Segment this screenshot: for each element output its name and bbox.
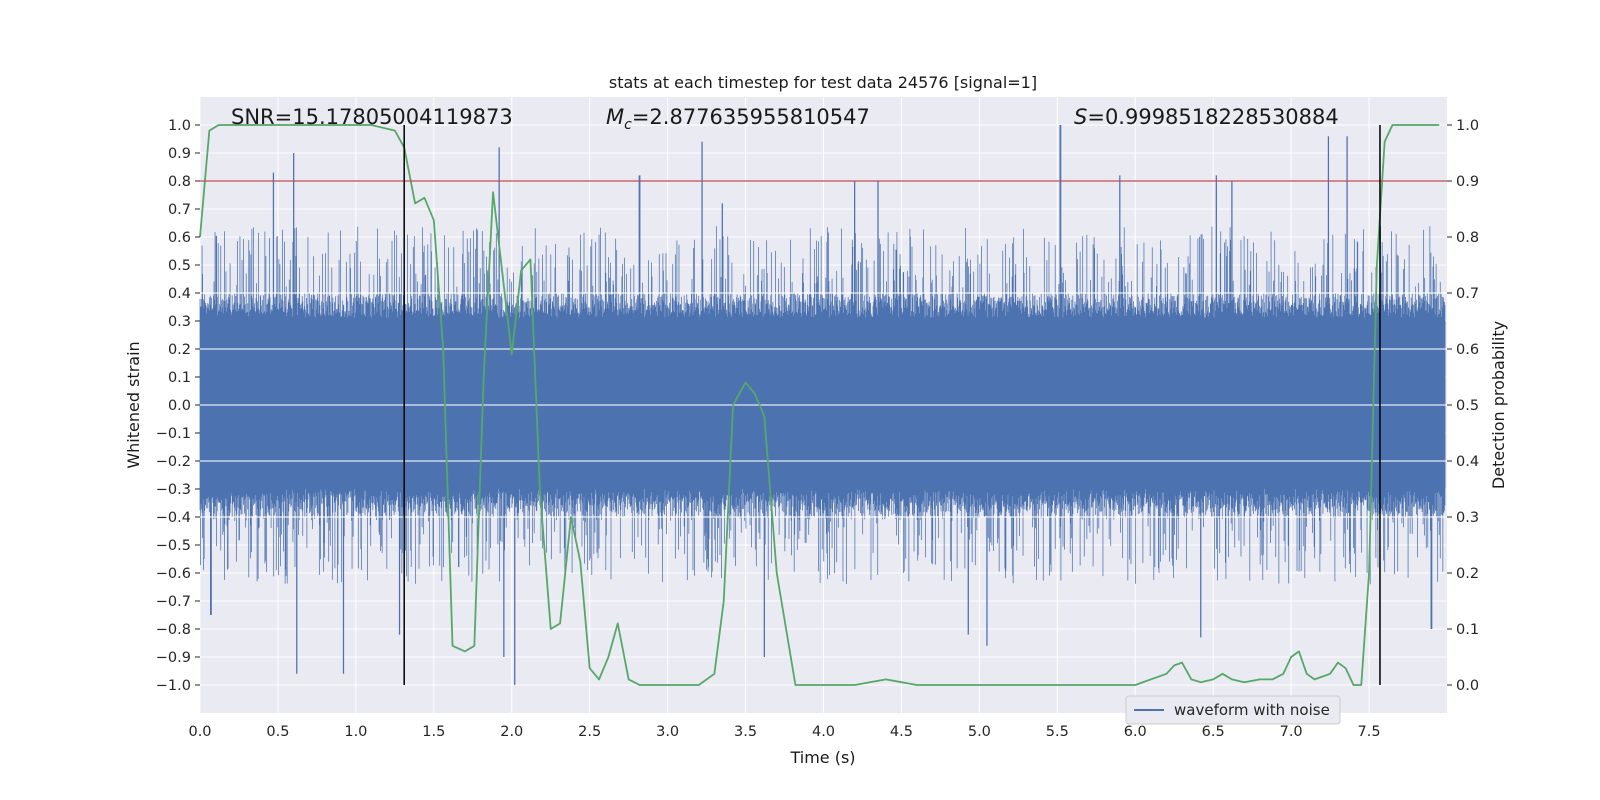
y-tick-label: 0.0: [168, 398, 191, 414]
x-tick-label: 5.5: [1046, 724, 1069, 740]
x-tick-label: 3.0: [656, 724, 679, 740]
x-tick-label: 0.5: [266, 724, 289, 740]
y-tick-label: −1.0: [156, 678, 191, 694]
y-tick-label: −0.5: [156, 538, 191, 554]
tick-labels: 0.0 0.5 1.0 1.5 2.0 2.5 3.0 3.5 4.0 4.5 5.0 5.5 6.0 6…: [156, 118, 1479, 740]
y-tick-label: 0.4: [168, 286, 191, 302]
y2-tick-label: 0.6: [1456, 342, 1479, 358]
x-tick-label: 1.5: [422, 724, 445, 740]
y2-tick-label: 0.3: [1456, 510, 1479, 526]
x-tick-label: 3.5: [734, 724, 757, 740]
y-tick-label: 0.9: [168, 146, 191, 162]
waveform-series: [199, 125, 1447, 685]
y2-tick-label: 0.8: [1456, 230, 1479, 246]
y-tick-label: −0.1: [156, 426, 191, 442]
score-annotation: S=0.9998518228530884: [1074, 105, 1339, 129]
y-tick-label: 0.1: [168, 370, 191, 386]
y2-tick-label: 0.4: [1456, 454, 1479, 470]
legend-label: waveform with noise: [1174, 701, 1330, 719]
x-tick-label: 7.0: [1280, 724, 1303, 740]
y-tick-label: −0.2: [156, 454, 191, 470]
y2-tick-label: 0.1: [1456, 622, 1479, 638]
chirp-mass-subscript: c: [624, 117, 632, 133]
snr-annotation: SNR=15.17805004119873: [231, 105, 513, 129]
x-tick-label: 1.0: [344, 724, 367, 740]
chirp-mass-annotation: Mc=2.877635955810547: [606, 105, 870, 133]
score-value: =0.9998518228530884: [1087, 105, 1338, 129]
x-tick-label: 2.5: [578, 724, 601, 740]
chirp-mass-value: =2.877635955810547: [632, 105, 870, 129]
y-tick-label: −0.7: [156, 594, 191, 610]
y-tick-label: −0.4: [156, 510, 191, 526]
y-tick-label: −0.9: [156, 650, 191, 666]
y-tick-label: 0.2: [168, 342, 191, 358]
x-tick-label: 2.0: [500, 724, 523, 740]
x-tick-label: 4.0: [812, 724, 835, 740]
y2-tick-label: 0.0: [1456, 678, 1479, 694]
y-tick-label: 0.3: [168, 314, 191, 330]
y-tick-label: −0.3: [156, 482, 191, 498]
overlay-lines: [200, 125, 1447, 685]
x-tick-label: 0.0: [188, 724, 211, 740]
y2-tick-label: 0.9: [1456, 174, 1479, 190]
y-tick-label: 0.6: [168, 230, 191, 246]
y-axis-label: Whitened strain: [124, 341, 143, 468]
x-tick-label: 7.5: [1358, 724, 1381, 740]
probability-line: [199, 124, 1440, 686]
probability-series: [199, 124, 1440, 686]
chirp-mass-symbol: M: [606, 105, 624, 129]
y-tick-label: 1.0: [168, 118, 191, 134]
score-symbol: S: [1074, 105, 1087, 129]
chart-title: stats at each timestep for test data 245…: [609, 73, 1037, 92]
x-axis-label: Time (s): [789, 748, 855, 767]
y-tick-label: 0.5: [168, 258, 191, 274]
y2-tick-label: 1.0: [1456, 118, 1479, 134]
y-tick-label: −0.8: [156, 622, 191, 638]
y2-axis-label: Detection probability: [1489, 321, 1508, 489]
y2-tick-label: 0.5: [1456, 398, 1479, 414]
legend-box: [1125, 695, 1341, 725]
legend: waveform with noise: [1125, 695, 1341, 725]
x-tick-label: 5.0: [968, 724, 991, 740]
y-tick-label: 0.7: [168, 202, 191, 218]
y-tick-label: −0.6: [156, 566, 191, 582]
y2-tick-label: 0.2: [1456, 566, 1479, 582]
x-tick-label: 6.0: [1124, 724, 1147, 740]
y2-tick-label: 0.7: [1456, 286, 1479, 302]
x-tick-label: 6.5: [1202, 724, 1225, 740]
x-tick-label: 4.5: [890, 724, 913, 740]
y-tick-label: 0.8: [168, 174, 191, 190]
